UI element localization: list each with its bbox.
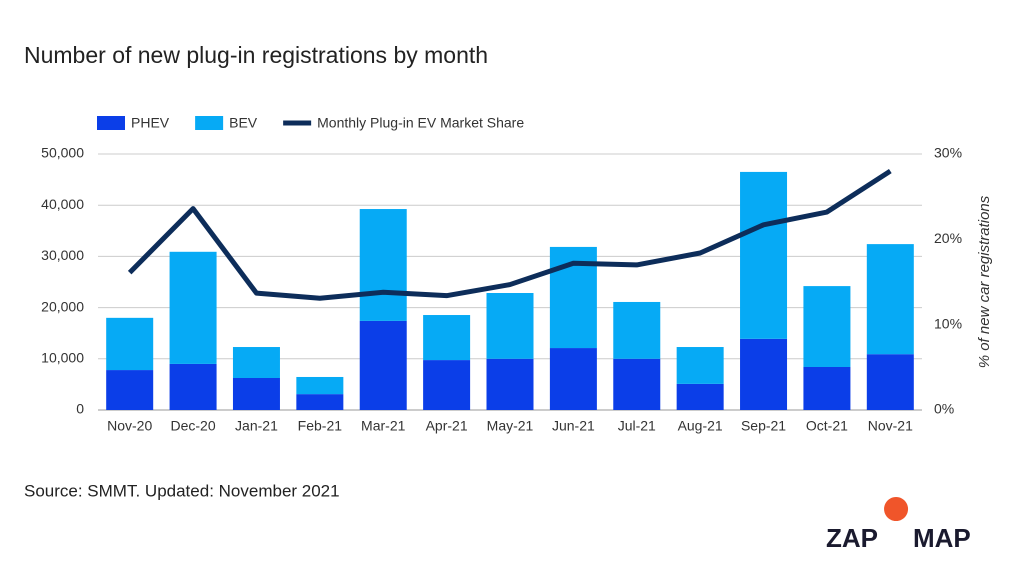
brand-pin xyxy=(884,497,909,521)
legend-swatch xyxy=(97,116,125,130)
x-tick-label: Dec-20 xyxy=(171,418,216,434)
chart-title: Number of new plug-in registrations by m… xyxy=(24,42,488,68)
x-tick-label: Nov-20 xyxy=(107,418,152,434)
bar xyxy=(359,209,407,321)
x-tick-label: Jul-21 xyxy=(618,418,656,434)
y-tick-label: 40,000 xyxy=(41,196,84,212)
bar xyxy=(486,293,534,359)
bar xyxy=(866,354,914,410)
line xyxy=(127,168,892,301)
y-tick-label: 20,000 xyxy=(41,298,84,314)
bar xyxy=(803,286,851,367)
bar xyxy=(232,378,280,410)
bar xyxy=(423,360,471,410)
y2-tick-label: 0% xyxy=(934,401,954,417)
x-tick-label: May-21 xyxy=(487,418,534,434)
y2-tick-label: 10% xyxy=(934,315,962,331)
bar xyxy=(106,317,154,371)
y2-tick-label: 30% xyxy=(934,145,962,161)
bar xyxy=(359,320,407,410)
x-tick-label: Jan-21 xyxy=(235,418,278,434)
brand-right: MAP xyxy=(913,523,971,553)
bar xyxy=(549,348,597,410)
legend-label: PHEV xyxy=(131,115,170,131)
bar xyxy=(803,366,851,410)
legend-label: Monthly Plug-in EV Market Share xyxy=(317,115,524,131)
bar xyxy=(169,251,217,364)
bar xyxy=(676,347,724,384)
legend-label: BEV xyxy=(229,115,258,131)
x-tick-label: Sep-21 xyxy=(741,418,786,434)
y-tick-label: 0 xyxy=(76,401,84,417)
y-tick-label: 50,000 xyxy=(41,145,84,161)
brand-left: ZAP xyxy=(826,523,878,553)
bar xyxy=(296,394,344,410)
y2-axis-label: % of new car registrations xyxy=(976,195,993,368)
bar xyxy=(486,358,534,410)
x-tick-label: Aug-21 xyxy=(678,418,723,434)
bar xyxy=(740,338,788,410)
x-tick-label: Oct-21 xyxy=(806,418,848,434)
bar xyxy=(676,383,724,410)
y2-tick-label: 20% xyxy=(934,230,962,246)
brand-logo: ZAP MAP xyxy=(826,497,971,553)
source-note: Source: SMMT. Updated: November 2021 xyxy=(24,481,340,500)
brand-bolt xyxy=(892,526,902,545)
bar xyxy=(296,376,344,395)
bar xyxy=(866,244,914,355)
bar xyxy=(423,315,471,361)
bar xyxy=(232,347,280,378)
bar xyxy=(613,301,661,359)
bar xyxy=(106,370,154,410)
x-tick-label: Nov-21 xyxy=(868,418,913,434)
x-tick-label: Mar-21 xyxy=(361,418,406,434)
x-tick-label: Jun-21 xyxy=(552,418,595,434)
x-tick-label: Feb-21 xyxy=(298,418,343,434)
y-tick-label: 30,000 xyxy=(41,247,84,263)
legend-swatch xyxy=(195,116,224,130)
y-tick-label: 10,000 xyxy=(41,350,84,366)
x-tick-label: Apr-21 xyxy=(426,418,468,434)
bar xyxy=(613,358,661,410)
bar xyxy=(169,363,217,410)
bar xyxy=(740,171,788,339)
